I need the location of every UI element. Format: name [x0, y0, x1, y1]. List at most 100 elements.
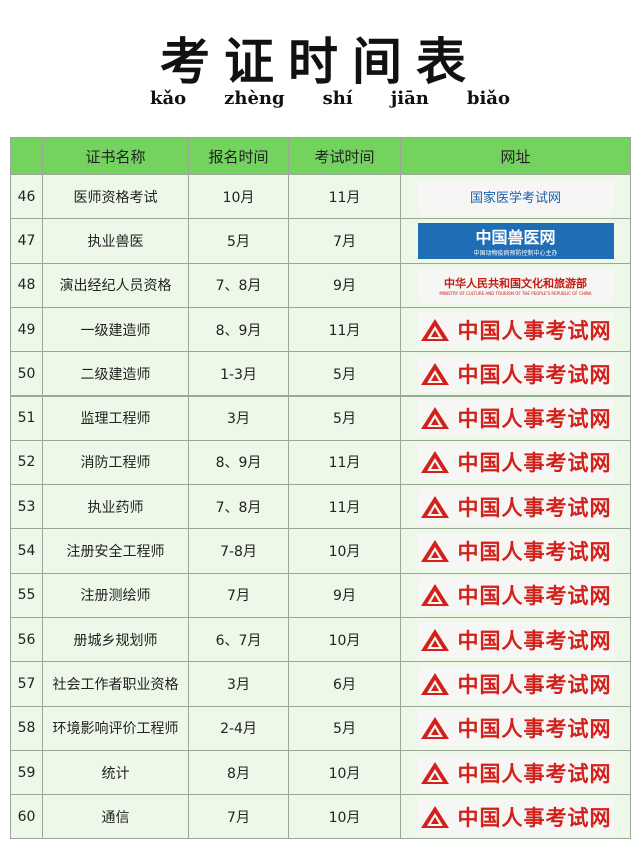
table-cell: 7-8月: [188, 528, 289, 574]
table-cell: 7、8月: [188, 262, 289, 308]
table-cell: 5月: [188, 218, 289, 264]
table-cell: 6、7月: [188, 617, 289, 663]
row-number: 49: [10, 306, 43, 353]
table-cell: 环境影响评价工程师: [42, 705, 189, 751]
table-cell: 7月: [288, 218, 401, 264]
website-cell: 中国人事考试网: [400, 528, 631, 574]
table-cell: 11月: [288, 439, 401, 486]
website-name: 中国人事考试网: [457, 451, 612, 476]
row-number: 56: [10, 617, 43, 663]
table-cell: 7、8月: [188, 484, 289, 530]
website-name: 中国人事考试网: [457, 318, 612, 343]
table-cell: 11月: [288, 174, 401, 220]
row-number: 59: [10, 749, 43, 796]
table-cell: 8、9月: [188, 306, 289, 353]
website-name: 中国人事考试网: [457, 584, 612, 609]
table-cell: 9月: [288, 262, 401, 308]
table-cell: 1-3月: [188, 351, 289, 397]
column-header: 网址: [400, 137, 631, 175]
table-cell: 执业兽医: [42, 218, 189, 264]
table-cell: 10月: [188, 174, 289, 220]
table-cell: 注册安全工程师: [42, 528, 189, 574]
logo-icon: [420, 584, 449, 607]
table-cell: 10月: [288, 617, 401, 663]
website-logo: 中国人事考试网: [417, 754, 614, 791]
row-number: 50: [10, 351, 43, 397]
title: 考证时间表: [160, 32, 480, 91]
website-cell: 国家医学考试网: [400, 174, 631, 220]
table-cell: 11月: [288, 306, 401, 353]
website-name: 中国人事考试网: [457, 628, 612, 653]
row-number: 54: [10, 528, 43, 574]
table-cell: 9月: [288, 572, 401, 618]
column-header: 证书名称: [42, 137, 189, 175]
table-cell: 监理工程师: [42, 395, 189, 441]
website-name: 中国人事考试网: [457, 407, 612, 432]
table-cell: 册城乡规划师: [42, 617, 189, 663]
website-cell: 中国人事考试网: [400, 439, 631, 486]
website-subtitle: 中国动物疫病预防控制中心主办: [473, 250, 558, 258]
table-cell: 统计: [42, 749, 189, 796]
logo-icon: [420, 717, 449, 740]
header-cell: [10, 137, 43, 175]
website-name: 中国人事考试网: [457, 717, 612, 742]
website-name: 中国人事考试网: [457, 362, 612, 387]
table-cell: 10月: [288, 794, 401, 840]
website-logo: 中国人事考试网: [417, 488, 614, 525]
website-name: 中国人事考试网: [457, 672, 612, 697]
row-number: 57: [10, 661, 43, 707]
pinyin: kǎo zhèng shí jiān biǎo: [150, 88, 510, 109]
table-cell: 8月: [188, 749, 289, 796]
website-logo: 国家医学考试网: [417, 178, 614, 215]
website-subtitle: MINISTRY OF CULTURE AND TOURISM OF THE P…: [439, 290, 592, 296]
table-cell: 10月: [288, 749, 401, 796]
row-number: 53: [10, 484, 43, 530]
table-cell: 3月: [188, 661, 289, 707]
website-logo: 中国人事考试网: [417, 311, 614, 348]
pinyin-syllable: kǎo: [150, 88, 187, 109]
row-number: 47: [10, 218, 43, 264]
website-cell: 中国人事考试网: [400, 617, 631, 663]
row-number: 48: [10, 262, 43, 308]
pinyin-syllable: jiān: [390, 88, 429, 109]
table-cell: 演出经纪人员资格: [42, 262, 189, 308]
website-cell: 中国人事考试网: [400, 794, 631, 840]
website-logo: 中国人事考试网: [417, 355, 614, 392]
table-cell: 2-4月: [188, 705, 289, 751]
pinyin-syllable: biǎo: [466, 88, 510, 109]
website-logo: 中国人事考试网: [417, 577, 614, 614]
table-cell: 7月: [188, 572, 289, 618]
website-logo: 中国人事考试网: [417, 444, 614, 481]
website-logo: 中国人事考试网: [417, 400, 614, 437]
table-cell: 社会工作者职业资格: [42, 661, 189, 707]
website-logo: 中国人事考试网: [417, 665, 614, 702]
table-cell: 执业药师: [42, 484, 189, 530]
website-cell: 中华人民共和国文化和旅游部 MINISTRY OF CULTURE AND TOU…: [400, 262, 631, 308]
table-cell: 5月: [288, 705, 401, 751]
table-cell: 3月: [188, 395, 289, 441]
website-name: 中国人事考试网: [457, 540, 612, 565]
website-cell: 中国人事考试网: [400, 395, 631, 441]
website-name: 中国人事考试网: [457, 761, 612, 786]
website-cell: 中国人事考试网: [400, 306, 631, 353]
logo-icon: [420, 761, 449, 784]
website-logo: 中国人事考试网: [417, 710, 614, 747]
website-name: 中华人民共和国文化和旅游部: [444, 276, 587, 290]
table-cell: 医师资格考试: [42, 174, 189, 220]
website-cell: 中国人事考试网: [400, 705, 631, 751]
row-number: 60: [10, 794, 43, 840]
row-number: 58: [10, 705, 43, 751]
table-cell: 一级建造师: [42, 306, 189, 353]
row-number: 52: [10, 439, 43, 486]
website-logo: 中国兽医网 中国动物疫病预防控制中心主办: [417, 222, 614, 259]
website-logo: 中国人事考试网: [417, 533, 614, 570]
row-number: 46: [10, 174, 43, 220]
website-name: 国家医学考试网: [469, 191, 561, 207]
website-cell: 中国人事考试网: [400, 351, 631, 397]
website-logo: 中国人事考试网: [417, 798, 614, 835]
table-cell: 8、9月: [188, 439, 289, 486]
table-cell: 消防工程师: [42, 439, 189, 486]
logo-icon: [420, 540, 449, 563]
logo-icon: [420, 407, 449, 430]
